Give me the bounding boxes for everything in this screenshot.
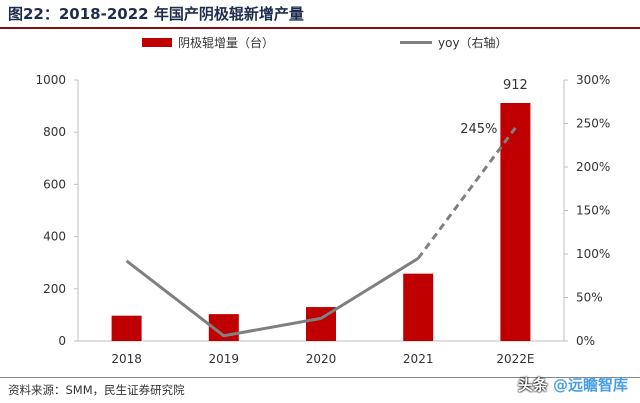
yoy-data-label: 245% [460, 122, 497, 137]
title-divider [0, 27, 640, 29]
y-left-tick-label: 800 [43, 125, 66, 139]
yoy-line-actual [125, 257, 419, 338]
y-right-tick-label: 0% [576, 334, 595, 348]
y-left-tick-label: 1000 [35, 73, 66, 87]
legend-label-line: yoy（右轴） [438, 35, 508, 50]
legend-item-bar: 阴极辊增量（台） [142, 32, 274, 52]
legend-label-bar: 阴极辊增量（台） [178, 35, 275, 50]
bar [500, 102, 531, 341]
bar [403, 273, 434, 341]
y-right-tick-label: 150% [576, 204, 610, 218]
chart-title: 图22：2018-2022 年国产阴极辊新增产量 [8, 5, 304, 23]
y-right-tick-label: 100% [576, 247, 610, 261]
y-right-tick-label: 250% [576, 117, 610, 131]
chart-legend: 阴极辊增量（台） yoy（右轴） [0, 32, 640, 52]
bar [111, 315, 142, 341]
y-right-tick-label: 50% [576, 291, 603, 305]
yoy-line-forecast [416, 126, 517, 260]
legend-swatch-bar [142, 37, 172, 47]
y-right-tick-label: 200% [576, 160, 610, 174]
x-tick-label: 2019 [209, 352, 240, 366]
bar-data-label: 912 [503, 78, 528, 93]
x-tick-label: 2021 [403, 352, 434, 366]
legend-item-line: yoy（右轴） [400, 32, 508, 52]
y-right-tick-label: 300% [576, 73, 610, 87]
y-left-tick-label: 600 [43, 177, 66, 191]
x-tick-label: 2020 [306, 352, 337, 366]
y-left-tick-label: 400 [43, 230, 66, 244]
x-tick-label: 2018 [111, 352, 142, 366]
watermark-prefix: 头条 [517, 376, 553, 394]
watermark: 头条 @远瞻智库 [518, 374, 628, 395]
source-divider [0, 377, 640, 378]
legend-swatch-line [400, 40, 432, 44]
y-left-tick-label: 0 [58, 334, 66, 348]
watermark-brand: @远瞻智库 [552, 376, 628, 394]
y-left-tick-label: 200 [43, 282, 66, 296]
x-tick-label: 2022E [496, 352, 534, 366]
source-note: 资料来源：SMM，民生证券研究院 [8, 383, 185, 397]
